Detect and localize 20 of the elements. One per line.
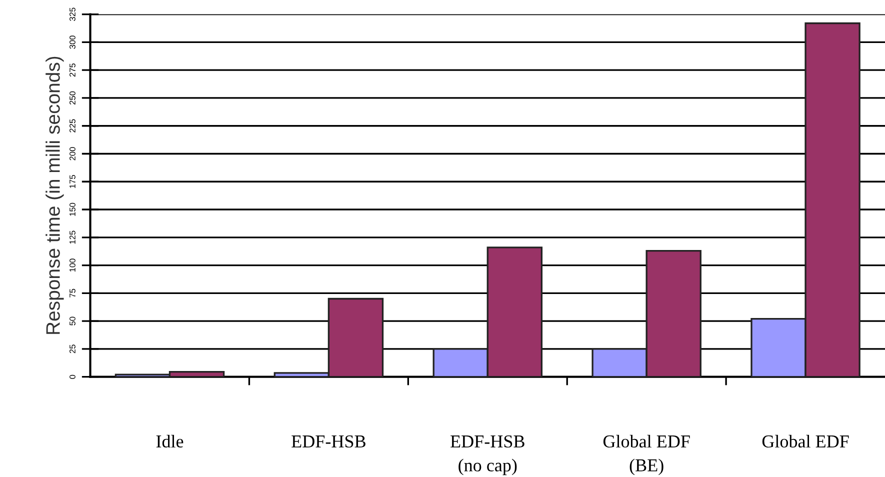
y-tick-label: 25 (70, 344, 76, 354)
x-tick-label: EDF-HSB (no cap) (450, 435, 524, 476)
y-tick-label: 275 (70, 63, 76, 77)
y-tick-label: 300 (70, 36, 76, 49)
x-tick-label: Idle (156, 434, 184, 448)
y-tick-label: 50 (70, 316, 76, 326)
y-tick-label: 225 (70, 119, 76, 132)
y-tick-label: 200 (70, 147, 76, 160)
y-tick-label: 150 (70, 202, 76, 216)
x-tick-label: Global EDF (762, 434, 849, 448)
y-tick-label: 125 (70, 230, 76, 244)
y-tick-label: 100 (70, 258, 76, 272)
y-tick-label: 175 (70, 175, 76, 188)
y-tick-label: 250 (70, 91, 76, 104)
y-tick-label: 0 (70, 374, 76, 379)
x-tick-label: EDF-HSB (292, 435, 366, 448)
x-tick-label: Global EDF (BE) (603, 434, 690, 476)
y-tick-label: 325 (70, 8, 76, 21)
y-tick-label: 75 (70, 288, 76, 298)
y-axis-title: Response time (in milli seconds) (46, 56, 64, 334)
